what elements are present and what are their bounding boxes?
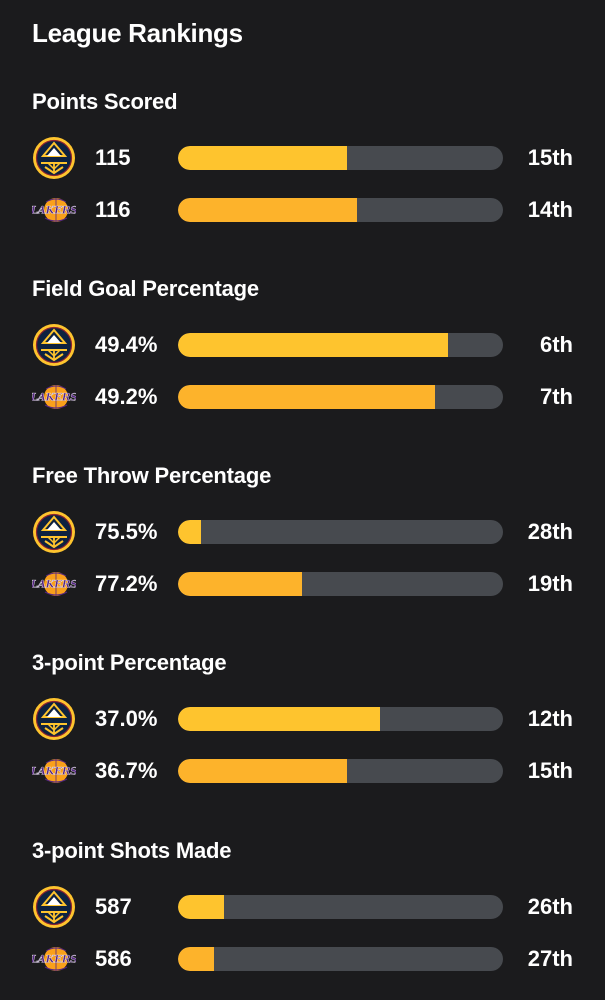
team-row-nuggets: 49.4% 6th — [0, 323, 605, 367]
league-rank: 15th — [527, 758, 573, 783]
stat-bar — [178, 707, 503, 731]
team-row-nuggets: 115 15th — [0, 136, 605, 180]
stat-bar-fill — [178, 520, 201, 544]
stat-value: 115 — [95, 145, 131, 170]
team-row-nuggets: 75.5% 28th — [0, 510, 605, 554]
league-rank: 27th — [527, 946, 573, 971]
stat-bar-fill — [178, 146, 347, 170]
section-title: Field Goal Percentage — [32, 276, 259, 301]
team-row-lakers: LAKERS 36.7% 15th — [0, 749, 605, 793]
stat-value: 49.4% — [95, 332, 158, 357]
stat-value: 587 — [95, 894, 132, 919]
team-row-nuggets: 37.0% 12th — [0, 697, 605, 741]
stat-value: 77.2% — [95, 571, 158, 596]
stat-bar-fill — [178, 759, 347, 783]
league-rank: 6th — [540, 332, 573, 357]
stat-bar — [178, 520, 503, 544]
stat-value: 37.0% — [95, 706, 158, 731]
section-title: Points Scored — [32, 89, 178, 114]
team-row-lakers: LAKERS 116 14th — [0, 188, 605, 232]
stat-bar-fill — [178, 895, 224, 919]
svg-text:LAKERS: LAKERS — [32, 392, 76, 404]
stat-value: 75.5% — [95, 519, 158, 544]
stat-bar-fill — [178, 707, 380, 731]
stat-bar-fill — [178, 333, 448, 357]
team-row-nuggets: 587 26th — [0, 885, 605, 929]
stat-bar — [178, 198, 503, 222]
nuggets-logo-icon — [32, 697, 76, 741]
team-row-lakers: LAKERS 586 27th — [0, 937, 605, 981]
svg-text:LAKERS: LAKERS — [32, 954, 76, 966]
stat-bar — [178, 759, 503, 783]
league-rank: 12th — [527, 706, 573, 731]
stat-value: 49.2% — [95, 384, 158, 409]
lakers-logo-icon: LAKERS — [32, 937, 76, 981]
stat-bar-fill — [178, 947, 214, 971]
stat-bar — [178, 146, 503, 170]
nuggets-logo-icon — [32, 323, 76, 367]
stat-bar — [178, 895, 503, 919]
nuggets-logo-icon — [32, 885, 76, 929]
section-title: Free Throw Percentage — [32, 463, 272, 488]
stat-bar — [178, 385, 503, 409]
team-row-lakers: LAKERS 49.2% 7th — [0, 375, 605, 419]
stat-bar — [178, 333, 503, 357]
lakers-logo-icon: LAKERS — [32, 375, 76, 419]
league-rank: 19th — [527, 571, 573, 596]
nuggets-logo-icon — [32, 510, 76, 554]
stat-bar — [178, 572, 503, 596]
lakers-logo-icon: LAKERS — [32, 749, 76, 793]
league-rank: 28th — [527, 519, 573, 544]
league-rank: 7th — [540, 384, 573, 409]
nuggets-logo-icon — [32, 136, 76, 180]
stat-bar-fill — [178, 572, 302, 596]
lakers-logo-icon: LAKERS — [32, 188, 76, 232]
league-rank: 26th — [527, 894, 573, 919]
svg-text:LAKERS: LAKERS — [32, 205, 76, 217]
svg-text:LAKERS: LAKERS — [32, 579, 76, 591]
stat-value: 36.7% — [95, 758, 158, 783]
page-title: League Rankings — [32, 18, 243, 48]
stat-value: 586 — [95, 946, 132, 971]
lakers-logo-icon: LAKERS — [32, 562, 76, 606]
league-rank: 14th — [527, 197, 573, 222]
team-row-lakers: LAKERS 77.2% 19th — [0, 562, 605, 606]
svg-text:LAKERS: LAKERS — [32, 766, 76, 778]
stat-value: 116 — [95, 197, 131, 222]
league-rank: 15th — [527, 145, 573, 170]
stat-bar-fill — [178, 385, 435, 409]
section-title: 3-point Percentage — [32, 650, 227, 675]
section-title: 3-point Shots Made — [32, 838, 232, 863]
stat-bar-fill — [178, 198, 357, 222]
stat-bar — [178, 947, 503, 971]
